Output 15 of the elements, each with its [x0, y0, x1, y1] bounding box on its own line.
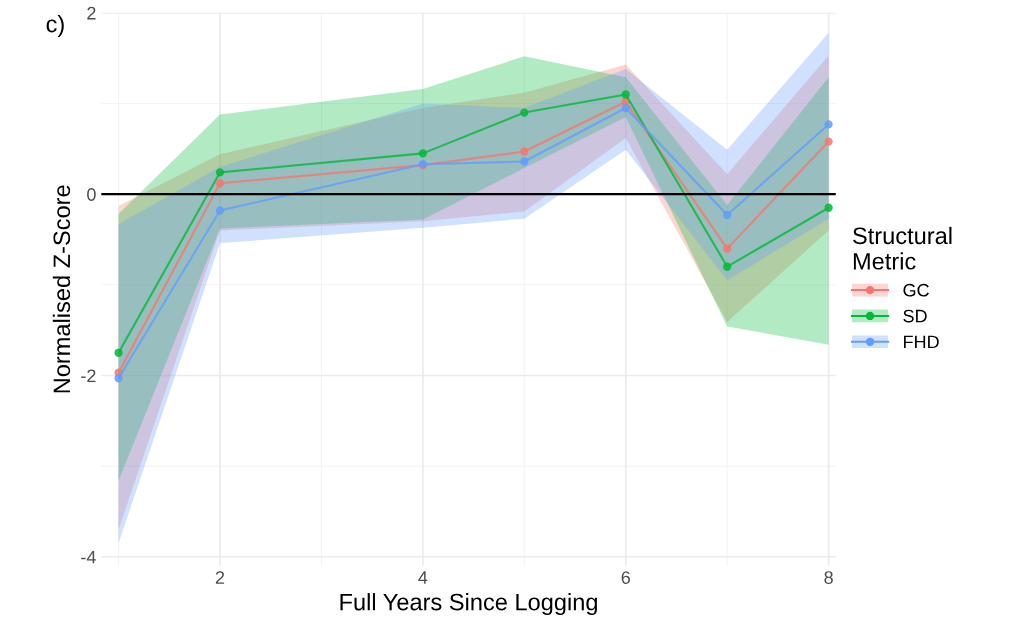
legend-title: Structural Metric: [853, 226, 952, 270]
x-tick-label: 4: [418, 571, 428, 584]
y-axis-title: Normalised Z-Score: [52, 185, 71, 393]
y-tick-label: -2: [81, 369, 96, 383]
legend-label: GC: [903, 283, 929, 297]
legend-label: SD: [903, 309, 927, 323]
text: c): [46, 15, 64, 38]
y-tick-label: 2: [87, 6, 96, 20]
x-tick-label: 2: [215, 571, 225, 584]
y-tick-label: -4: [81, 550, 96, 564]
x-tick-label: 8: [824, 571, 833, 584]
y-tick-label: 0: [87, 188, 96, 201]
x-axis-title: Full Years Since Logging: [340, 593, 597, 616]
x-tick-label: 6: [621, 571, 630, 584]
legend-label: FHD: [904, 335, 939, 349]
